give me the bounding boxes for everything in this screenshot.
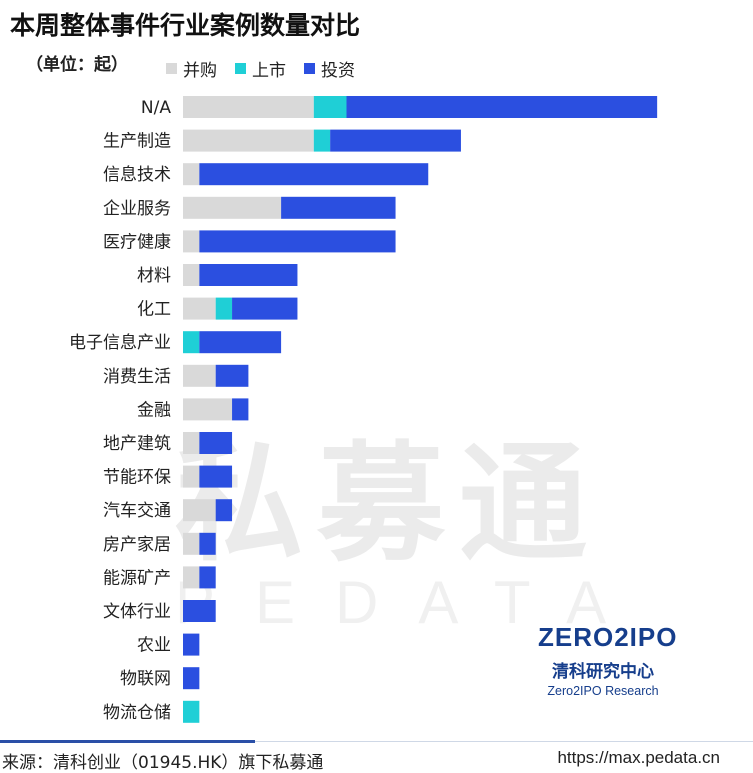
category-label: 地产建筑: [103, 434, 171, 454]
category-label: 企业服务: [103, 199, 171, 219]
legend-swatch-investment: [304, 63, 315, 74]
bar-segment-investment: [330, 129, 461, 152]
watermark-text: 私募通: [175, 430, 602, 579]
bar-segment-investment: [199, 566, 216, 589]
bar-segment-investment: [232, 297, 298, 320]
bar-segment-ipo: [313, 129, 331, 152]
bar-segment-merger: [183, 196, 282, 219]
bar-segment-investment: [199, 532, 216, 555]
legend: 并购 上市 投资: [166, 56, 355, 81]
bar-segment-merger: [183, 532, 200, 555]
bar-segment-investment: [183, 600, 216, 622]
stacked-bar-chart: N/A 生产制造信息技术企业服务医疗健康材料化工电子信息产业消费生活金融地产建筑节…: [69, 96, 658, 723]
category-label: 医疗健康: [103, 232, 171, 252]
watermark-subtext: PEDATA: [175, 569, 647, 636]
bar-segment-investment: [199, 163, 429, 186]
legend-item-ipo: 上市: [235, 56, 286, 81]
category-label: 消费生活: [103, 367, 171, 387]
legend-swatch-merger: [166, 63, 177, 74]
chart-title: 本周整体事件行业案例数量对比: [10, 11, 361, 40]
zero2ipo-logo: ZERO2IPO 清科研究中心 Zero2IPO Research: [538, 622, 678, 698]
category-label: 化工: [137, 300, 171, 320]
legend-label-ipo: 上市: [252, 61, 286, 81]
legend-label-merger: 并购: [183, 61, 217, 81]
unit-label: （单位：起）: [26, 55, 128, 75]
category-label: 物流仓储: [103, 703, 171, 723]
category-label: 房产家居: [103, 535, 171, 555]
bar-segment-investment: [183, 667, 200, 690]
bar-segment-ipo: [183, 700, 200, 723]
bar-segment-investment: [183, 633, 200, 656]
bar-segment-investment: [281, 196, 396, 219]
source-text: 来源：清科创业（01945.HK）旗下私募通: [2, 753, 324, 773]
legend-item-merger: 并购: [166, 56, 217, 81]
bar-segment-ipo: [313, 96, 347, 118]
footer-accent-bar: [0, 740, 255, 743]
bar-segment-investment: [199, 432, 233, 454]
bar-segment-merger: [183, 499, 216, 522]
footer-divider: [0, 741, 753, 742]
category-label: 电子信息产业: [69, 333, 171, 353]
bar-segment-merger: [183, 297, 216, 320]
bar-segment-merger: [183, 465, 200, 488]
bar-segment-investment: [199, 230, 396, 253]
category-label: 农业: [137, 636, 171, 656]
bar-segment-merger: [183, 230, 200, 253]
legend-label-investment: 投资: [321, 61, 355, 81]
category-label: N/A: [141, 98, 171, 118]
bar-segment-merger: [183, 163, 200, 186]
legend-swatch-ipo: [235, 63, 246, 74]
category-label: 信息技术: [103, 165, 171, 185]
logo-cn-text: 清科研究中心: [552, 662, 654, 682]
category-label: 文体行业: [103, 602, 171, 622]
bar-segment-merger: [183, 432, 200, 454]
category-label: 能源矿产: [103, 568, 171, 588]
bar-segment-ipo: [215, 297, 233, 320]
category-label: 节能环保: [103, 468, 171, 488]
bar-segment-merger: [183, 96, 314, 118]
bar-segment-investment: [199, 331, 282, 354]
category-label: 生产制造: [103, 132, 171, 152]
bar-segment-investment: [199, 465, 233, 488]
bar-segment-investment: [346, 96, 658, 118]
bar-segment-investment: [232, 398, 249, 421]
category-label: 材料: [137, 266, 171, 286]
bar-segment-merger: [183, 398, 233, 421]
category-label: 汽车交通: [103, 501, 171, 521]
legend-item-investment: 投资: [304, 56, 355, 81]
bar-segment-merger: [183, 566, 200, 589]
bar-segment-merger: [183, 264, 200, 286]
bar-segment-investment: [215, 499, 233, 522]
bar-segment-investment: [199, 264, 298, 286]
category-label: 物联网: [120, 669, 171, 689]
bar-segment-ipo: [183, 331, 200, 354]
bar-segment-merger: [183, 129, 314, 152]
logo-en-text: Zero2IPO Research: [547, 684, 659, 698]
category-label: 金融: [137, 400, 171, 420]
source-url: https://max.pedata.cn: [557, 748, 720, 767]
bar-segment-investment: [215, 364, 249, 387]
logo-main-text: ZERO2IPO: [538, 622, 678, 652]
bar-segment-merger: [183, 364, 216, 387]
